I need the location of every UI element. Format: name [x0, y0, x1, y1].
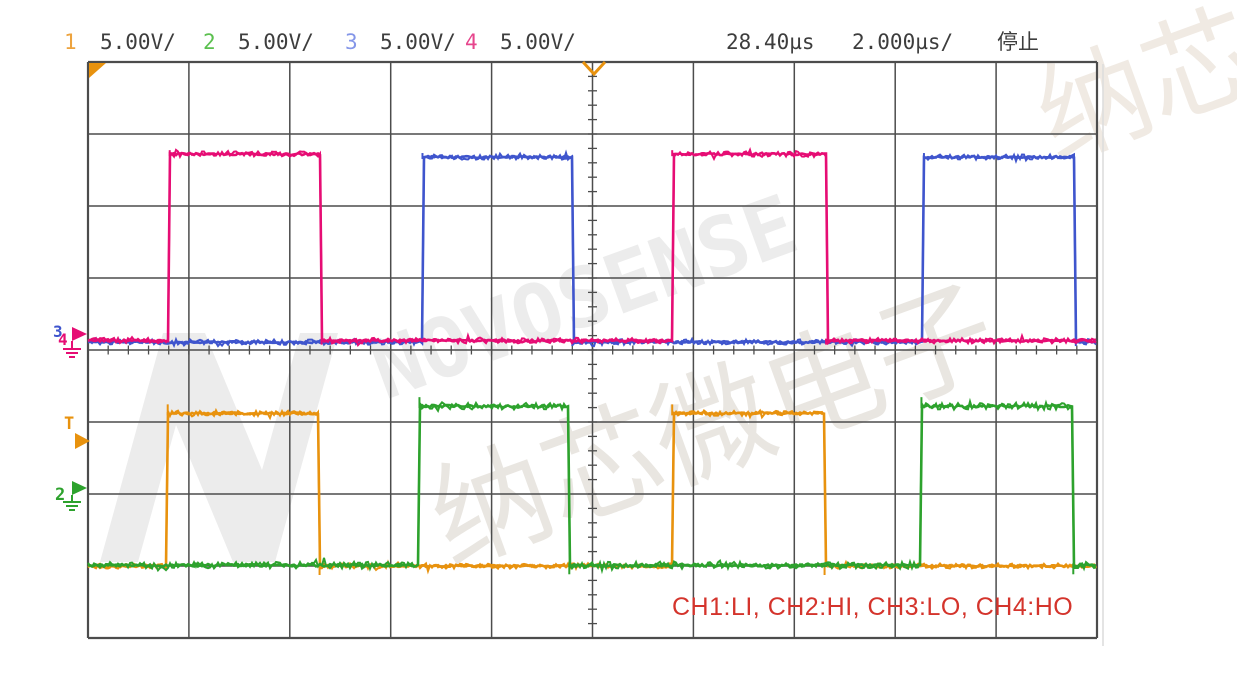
ch2-ground-arrow-icon	[72, 481, 87, 495]
ch3-vscale: 5.00V/	[380, 30, 456, 54]
trigger-level-marker: T	[64, 414, 90, 449]
ch2-ground-label: 2	[55, 485, 65, 505]
ch1-number: 1	[64, 30, 77, 54]
waveform-traces	[87, 147, 1097, 575]
watermark: NOVOSENSE 纳芯微电子 纳芯微电子	[100, 0, 1237, 591]
ch2-ground-marker: 2	[55, 481, 87, 511]
ch3-number: 3	[345, 30, 358, 54]
timebase-readout: 2.000µs/	[852, 30, 954, 54]
run-state-readout: 停止	[997, 30, 1039, 54]
channel-mapping-annotation: CH1:LI, CH2:HI, CH3:LO, CH4:HO	[672, 593, 1074, 621]
ch4-ground-arrow-icon	[72, 327, 87, 341]
graticule	[86, 60, 1099, 640]
ch3-ch4-ground-marker: 3 4	[53, 322, 87, 358]
trigger-label: T	[64, 414, 74, 434]
trigger-delay-readout: 28.40µs	[726, 30, 815, 54]
ch2-vscale: 5.00V/	[238, 30, 314, 54]
trigger-position-icon	[581, 60, 607, 77]
novosense-logo-watermark	[100, 333, 338, 562]
trigger-level-arrow-icon	[75, 433, 90, 449]
ch3-ground-label: 3	[53, 322, 63, 341]
ch1-vscale: 5.00V/	[100, 30, 176, 54]
ch4-vscale: 5.00V/	[500, 30, 576, 54]
trigger-corner-icon	[89, 63, 106, 78]
ch4-number: 4	[465, 30, 478, 54]
marker-layer: 3 4 T 2	[53, 60, 1104, 646]
ch4-ground-label: 4	[58, 330, 68, 349]
ch2-number: 2	[203, 30, 216, 54]
